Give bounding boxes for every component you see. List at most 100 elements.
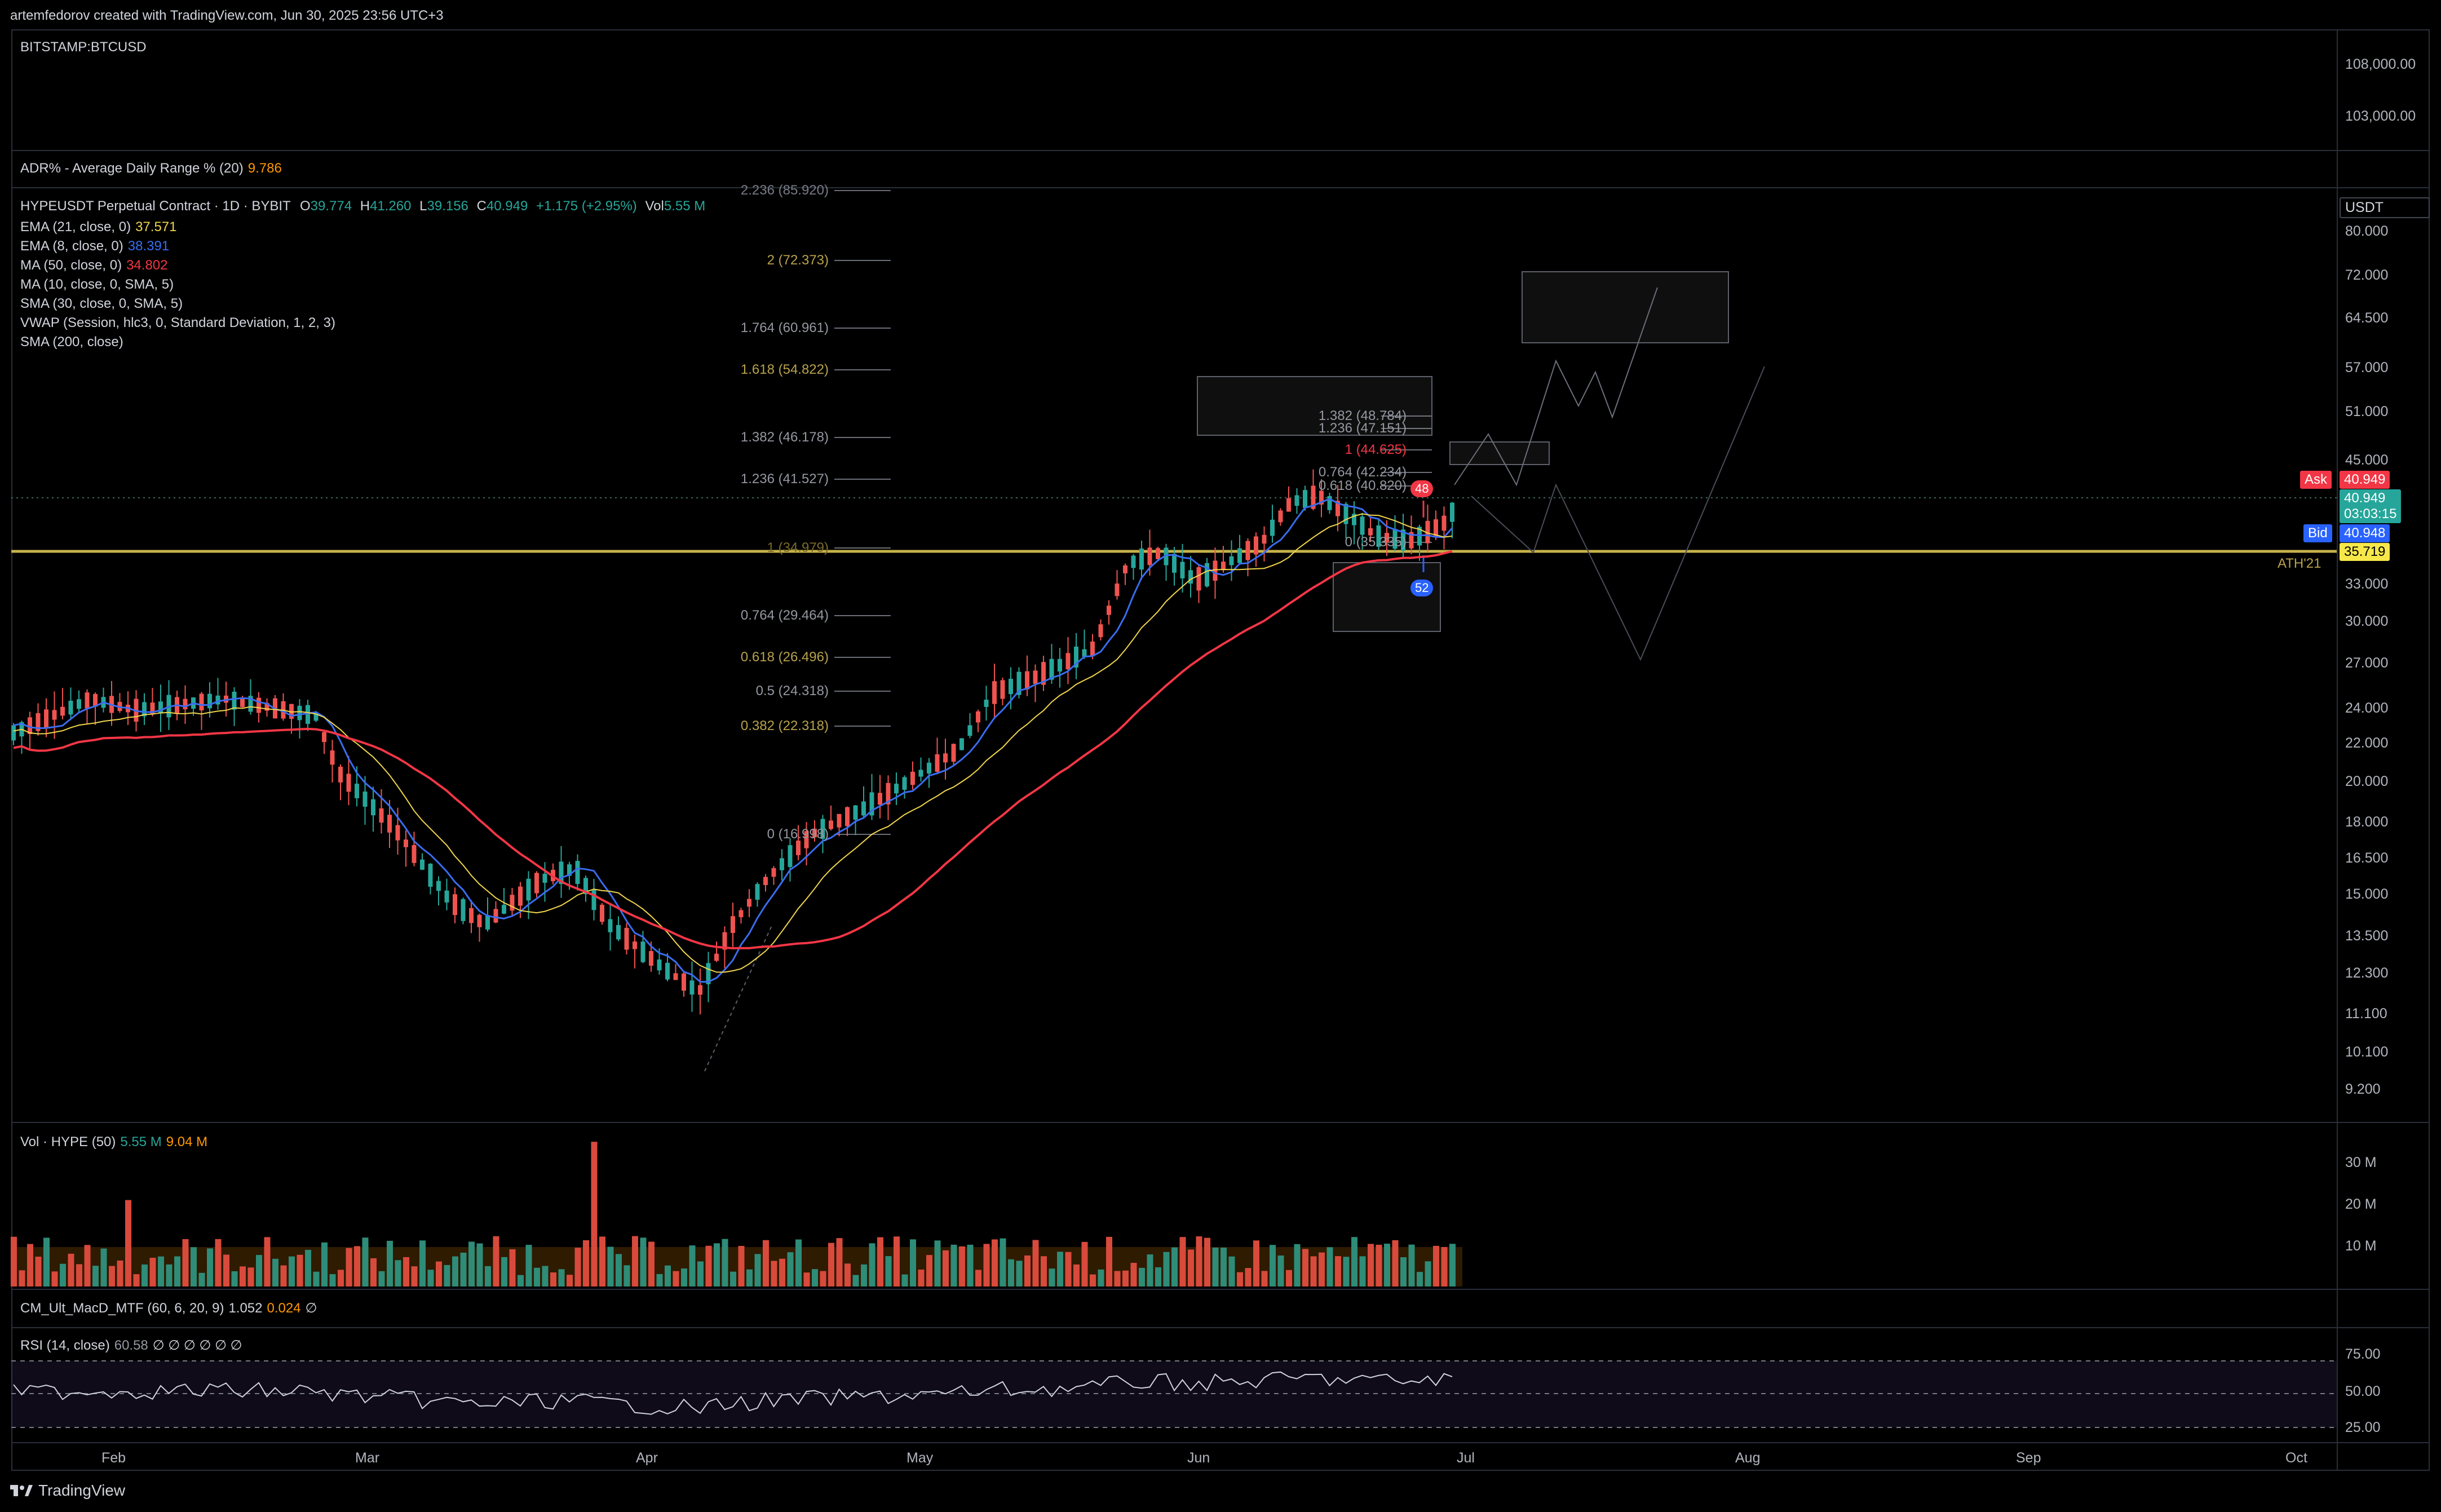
volume-bar <box>518 1275 524 1286</box>
volume-bar <box>223 1254 229 1286</box>
price-scale-tick: 24.000 <box>2345 700 2389 716</box>
candle-body <box>559 861 564 884</box>
volume-bar <box>1433 1245 1439 1286</box>
candle-body <box>820 819 825 839</box>
candle-body <box>927 762 931 774</box>
candle-body <box>689 980 695 995</box>
indicator-row[interactable]: VWAP (Session, hlc3, 0, Standard Deviati… <box>20 313 340 333</box>
candle-body <box>812 828 817 838</box>
candle-body <box>534 873 539 894</box>
candle-body <box>1385 533 1389 542</box>
high-label: H <box>360 198 370 214</box>
candle-body <box>796 841 801 855</box>
volume-bar <box>280 1265 287 1286</box>
macd-legend[interactable]: CM_Ult_MacD_MTF (60, 6, 20, 9) 1.052 0.024… <box>20 1300 317 1316</box>
candle-body <box>608 919 613 932</box>
volume-bar <box>1098 1269 1104 1286</box>
red-signal-badge[interactable]: 48 <box>1410 480 1434 497</box>
rsi-band <box>11 1361 2337 1427</box>
target-box <box>1522 271 1729 343</box>
candle-body <box>11 725 16 741</box>
rsi-extra: ∅ ∅ ∅ ∅ ∅ ∅ <box>152 1338 242 1353</box>
volume-bar <box>1277 1255 1284 1286</box>
fib-level-label: 0.618 (40.820) <box>1318 478 1407 493</box>
time-axis-label: May <box>906 1450 934 1466</box>
tradingview-brand[interactable]: TradingView <box>10 1482 125 1500</box>
indicator-row[interactable]: MA (10, close, 0, SMA, 5) <box>20 275 340 294</box>
btc-scale-tick: 108,000.00 <box>2345 56 2416 72</box>
adr-value: 9.786 <box>247 161 282 176</box>
volume-bar <box>738 1246 745 1286</box>
indicator-row[interactable]: SMA (200, close) <box>20 333 340 352</box>
candle-body <box>1319 490 1324 505</box>
volume-bar <box>427 1270 434 1286</box>
candle-body <box>1376 525 1381 547</box>
volume-bar <box>198 1272 205 1286</box>
candle-body <box>1172 554 1177 573</box>
candle-body <box>665 962 670 980</box>
candle-body <box>510 895 515 911</box>
candle-body <box>379 808 384 823</box>
time-axis-label: Oct <box>2285 1450 2307 1466</box>
candle-body <box>404 839 408 847</box>
volume-bar <box>1000 1238 1006 1286</box>
volume-bar <box>1261 1271 1268 1286</box>
volume-bar <box>714 1243 720 1286</box>
price-scale-tick: 20.000 <box>2345 773 2389 789</box>
rsi-legend[interactable]: RSI (14, close) 60.58 ∅ ∅ ∅ ∅ ∅ ∅ <box>20 1337 242 1354</box>
candle-body <box>1090 641 1095 657</box>
pane-divider-4 <box>11 1289 2430 1290</box>
last-price-tag: 40.949 03:03:15 <box>2340 489 2402 523</box>
volume-legend[interactable]: Vol · HYPE (50) 5.55 M 9.04 M <box>20 1134 207 1150</box>
volume-bar <box>174 1256 180 1286</box>
volume-bar <box>722 1239 728 1286</box>
candle-body <box>616 925 621 940</box>
low-value: 39.156 <box>427 198 468 214</box>
blue-signal-badge[interactable]: 52 <box>1410 580 1434 596</box>
price-scale-tick: 15.000 <box>2345 886 2389 902</box>
volume-bar <box>460 1252 467 1286</box>
candle-body <box>52 710 57 720</box>
time-axis-label: Apr <box>636 1450 658 1466</box>
price-scale[interactable] <box>2337 29 2430 1471</box>
fib-level-label: 1.236 (41.527) <box>740 471 829 487</box>
volume-bar <box>1081 1241 1088 1286</box>
btc-symbol-label[interactable]: BITSTAMP:BTCUSD <box>20 39 147 55</box>
volume-bar <box>76 1264 82 1286</box>
candle-body <box>1270 519 1275 536</box>
volume-bar <box>313 1271 320 1286</box>
candle-body <box>85 692 90 709</box>
currency-button[interactable]: USDT <box>2340 197 2430 218</box>
candle-body <box>297 705 302 720</box>
rsi-scale-tick: 25.00 <box>2345 1420 2381 1435</box>
main-legend[interactable]: HYPEUSDT Perpetual Contract · 1D · BYBIT… <box>20 198 705 214</box>
volume-bar <box>1188 1249 1194 1286</box>
volume-bar <box>607 1246 614 1286</box>
candle-body <box>44 709 48 728</box>
candle-body <box>600 904 604 922</box>
indicator-legend[interactable]: EMA (21, close, 0) 37.571 EMA (8, close, 0… <box>20 218 340 352</box>
volume-bar <box>1441 1246 1448 1286</box>
demand-box <box>1333 562 1441 632</box>
candle-body <box>959 738 964 750</box>
volume-bar <box>1090 1274 1096 1286</box>
macd-label: CM_Ult_MacD_MTF (60, 6, 20, 9) <box>20 1301 224 1316</box>
volume-bar <box>338 1270 344 1286</box>
indicator-row[interactable]: EMA (8, close, 0) 38.391 <box>20 237 340 256</box>
adr-legend[interactable]: ADR% - Average Daily Range % (20) 9.786 <box>20 161 282 176</box>
candle-body <box>935 754 940 772</box>
price-scale-tick: 22.000 <box>2345 735 2389 751</box>
volume-bar <box>1228 1256 1235 1286</box>
volume-bar <box>1286 1270 1292 1286</box>
volume-bar <box>19 1270 25 1286</box>
brand-label: TradingView <box>38 1482 126 1499</box>
indicator-row[interactable]: SMA (30, close, 0, SMA, 5) <box>20 294 340 313</box>
change-value: +1.175 (+2.95%) <box>536 198 637 214</box>
candle-body <box>77 699 81 709</box>
volume-bar <box>215 1239 222 1286</box>
candle-body <box>1033 670 1038 684</box>
indicator-row[interactable]: MA (50, close, 0) 34.802 <box>20 256 340 275</box>
indicator-row[interactable]: EMA (21, close, 0) 37.571 <box>20 218 340 237</box>
candle-body <box>1213 560 1218 581</box>
indicator-label: MA (50, close, 0) <box>20 258 122 273</box>
